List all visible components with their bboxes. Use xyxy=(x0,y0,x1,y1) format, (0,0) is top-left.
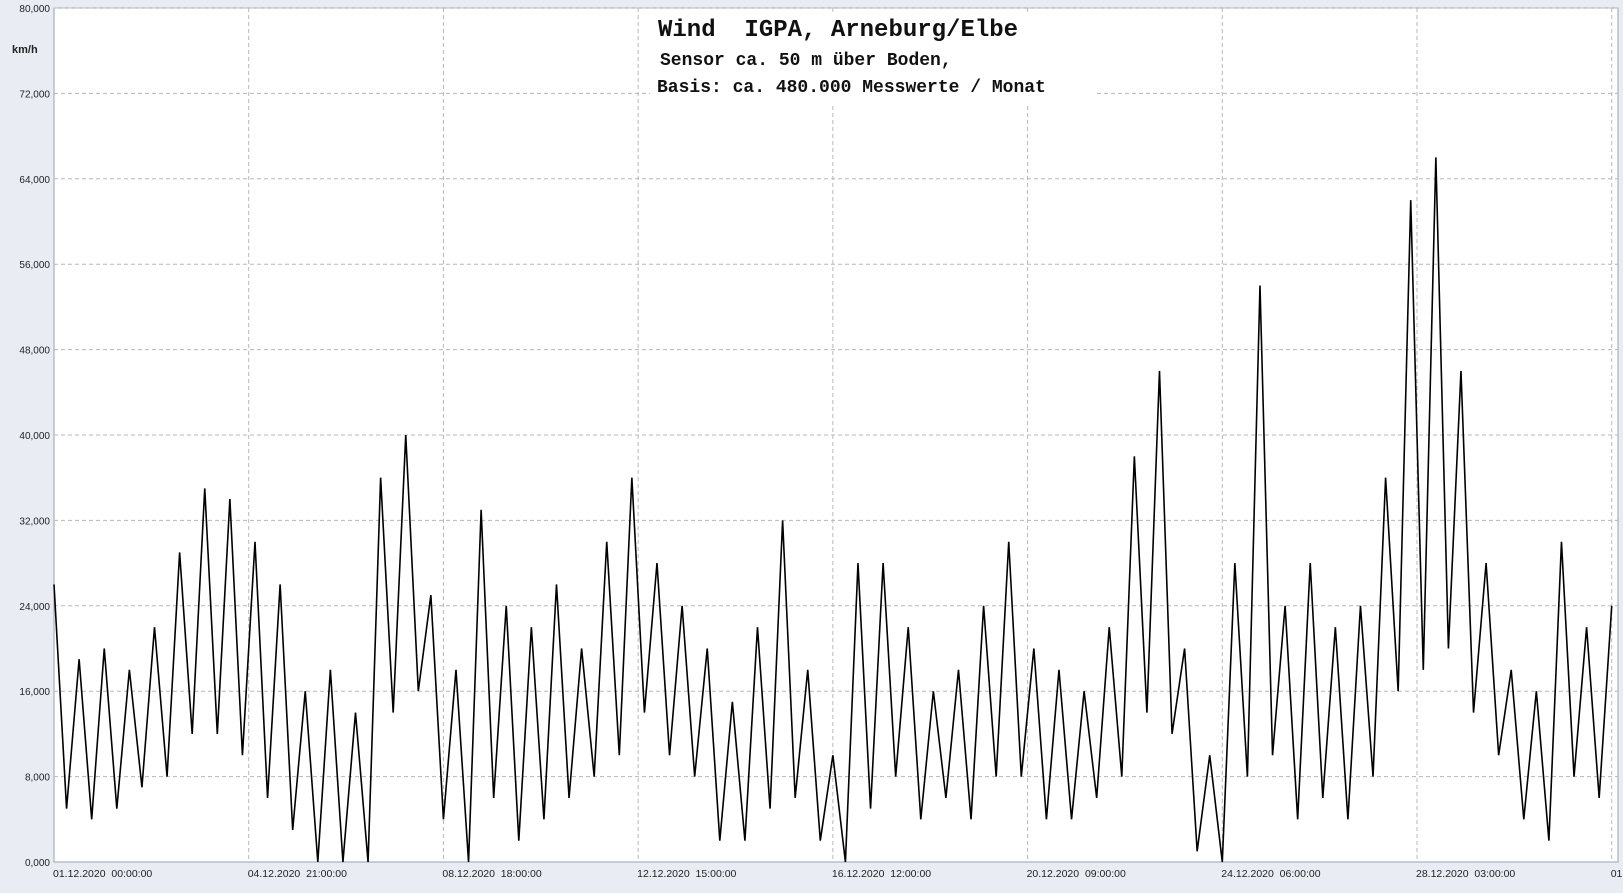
axis-labels: 0,000 8,000 16,000 24,000 32,000 40,000 48,000… xyxy=(19,4,1623,880)
chart-title: Wind IGPA, Arneburg/Elbe xyxy=(658,17,1018,44)
y-tick-label: 24,000 xyxy=(19,602,50,613)
y-tick-label: 16,000 xyxy=(19,687,50,698)
x-tick-label: 04.12.2020 21:00:00 xyxy=(248,868,347,880)
data-layer xyxy=(53,157,1613,863)
y-tick-label: 0,000 xyxy=(25,858,50,869)
x-tick-label: 20.12.2020 09:00:00 xyxy=(1027,868,1126,880)
grid xyxy=(54,7,1618,862)
y-tick-label: 40,000 xyxy=(19,431,50,442)
chart-subtitle: Basis: ca. 480.000 Messwerte / Monat xyxy=(657,78,1046,98)
x-tick-label: 12.12.2020 15:00:00 xyxy=(637,868,736,880)
y-tick-label: 48,000 xyxy=(19,346,50,357)
y-axis-label: km/h xyxy=(12,44,38,56)
data-line xyxy=(53,157,1613,863)
y-tick-label: 80,000 xyxy=(19,4,50,15)
y-tick-label: 8,000 xyxy=(25,773,50,784)
x-tick-label: 08.12.2020 18:00:00 xyxy=(442,868,541,880)
x-tick-label: 24.12.2020 06:00:00 xyxy=(1221,868,1320,880)
x-tick-label: 28.12.2020 03:00:00 xyxy=(1416,868,1515,880)
title-box xyxy=(650,14,1096,106)
y-tick-label: 72,000 xyxy=(19,89,50,100)
y-tick-label: 32,000 xyxy=(19,516,50,527)
x-tick-label: 01.12.2020 00:00:00 xyxy=(53,868,152,880)
chart-subtitle: Sensor ca. 50 m über Boden, xyxy=(660,51,952,71)
y-tick-label: 64,000 xyxy=(19,175,50,186)
x-tick-label: 16.12.2020 12:00:00 xyxy=(832,868,931,880)
y-tick-label: 56,000 xyxy=(19,260,50,271)
